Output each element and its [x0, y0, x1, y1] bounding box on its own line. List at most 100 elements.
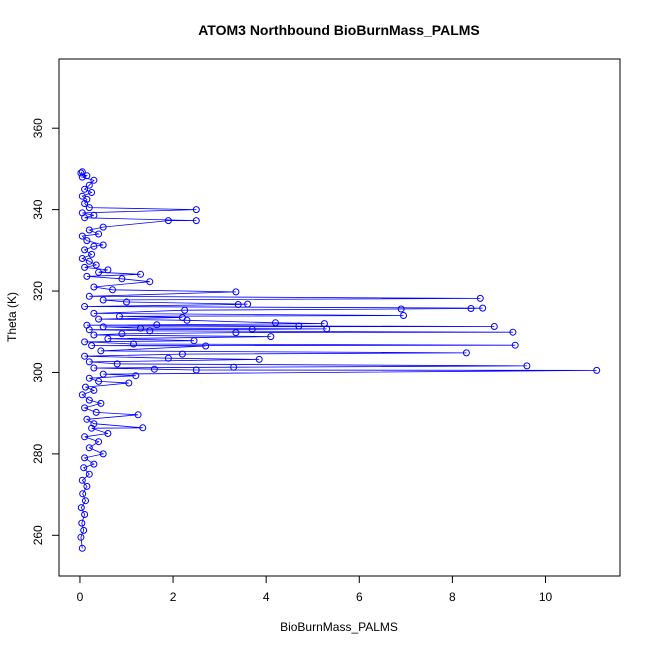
- data-point: [400, 312, 407, 319]
- data-point: [99, 241, 107, 249]
- data-point: [99, 450, 107, 458]
- data-point: [132, 372, 140, 380]
- data-point: [139, 424, 147, 432]
- data-point: [99, 223, 107, 231]
- data-point: [81, 263, 89, 271]
- x-axis-label: BioBurnMass_PALMS: [280, 620, 398, 634]
- data-point: [90, 331, 98, 339]
- data-point: [467, 305, 475, 312]
- data-point: [295, 322, 303, 330]
- y-tick-label: 300: [31, 362, 45, 382]
- data-point: [116, 312, 123, 320]
- x-tick-label: 6: [356, 590, 363, 604]
- data-point: [104, 430, 112, 437]
- data-point: [104, 335, 112, 343]
- data-point: [230, 363, 238, 371]
- data-point: [90, 211, 98, 219]
- data-point: [83, 321, 91, 329]
- data-point: [192, 206, 200, 214]
- data-point: [95, 377, 103, 385]
- data-point: [153, 321, 161, 329]
- data-point: [85, 358, 93, 366]
- y-tick-label: 260: [31, 525, 45, 545]
- data-point: [511, 341, 519, 349]
- data-point: [118, 330, 126, 338]
- data-point: [134, 411, 142, 419]
- plot-frame: [58, 58, 621, 577]
- data-point: [95, 315, 103, 323]
- data-point: [80, 526, 88, 534]
- data-point: [523, 362, 531, 370]
- data-point: [178, 314, 186, 321]
- data-point: [123, 298, 130, 306]
- data-point: [125, 379, 133, 387]
- data-point: [88, 342, 96, 350]
- data-point: [85, 181, 93, 189]
- y-tick-label: 340: [31, 199, 45, 219]
- data-point: [77, 169, 85, 177]
- data-point: [85, 226, 93, 234]
- data-point: [78, 519, 86, 527]
- series-line: [80, 171, 597, 549]
- data-point: [81, 246, 89, 254]
- data-point: [77, 504, 85, 512]
- data-point: [85, 204, 93, 212]
- data-point: [95, 268, 103, 276]
- data-point: [99, 370, 107, 378]
- y-axis: 260 280 300 320 340 360: [31, 118, 60, 545]
- data-point: [109, 286, 116, 294]
- data-point: [78, 391, 86, 399]
- data-point: [272, 319, 279, 327]
- data-point: [82, 497, 89, 505]
- series-lines: [80, 171, 597, 549]
- data-point: [490, 323, 498, 330]
- data-point: [137, 270, 144, 278]
- data-point: [90, 242, 98, 250]
- data-point: [88, 250, 96, 258]
- data-point: [244, 300, 252, 308]
- data-point: [81, 185, 89, 193]
- data-point: [192, 217, 200, 225]
- data-point: [462, 349, 470, 357]
- chart-title: ATOM3 Northbound BioBurnMass_PALMS: [198, 22, 480, 38]
- data-point: [85, 470, 93, 478]
- data-point: [397, 305, 405, 313]
- data-point: [78, 232, 86, 240]
- data-point: [95, 230, 103, 238]
- data-point: [83, 482, 91, 490]
- data-point: [78, 544, 86, 552]
- data-point: [90, 420, 98, 428]
- y-tick-label: 280: [31, 444, 45, 464]
- data-point: [92, 408, 100, 416]
- data-point: [81, 511, 89, 518]
- data-point: [80, 464, 88, 472]
- data-point: [78, 173, 86, 181]
- y-tick-label: 360: [31, 118, 45, 138]
- x-tick-label: 0: [77, 590, 84, 604]
- data-point: [83, 415, 91, 423]
- data-point: [90, 283, 98, 291]
- data-point: [99, 296, 107, 304]
- data-point: [95, 438, 103, 446]
- x-tick-label: 10: [539, 590, 553, 604]
- data-point: [178, 350, 186, 358]
- data-point: [92, 261, 100, 269]
- data-point: [78, 476, 86, 484]
- data-point: [99, 323, 107, 331]
- data-point: [78, 255, 86, 262]
- data-point: [81, 454, 89, 462]
- data-point: [104, 266, 112, 274]
- data-point: [248, 325, 256, 333]
- data-point: [232, 288, 240, 296]
- data-point: [234, 301, 242, 308]
- data-point: [81, 404, 89, 412]
- data-point: [232, 329, 240, 337]
- x-tick-label: 2: [170, 590, 177, 604]
- data-point: [79, 490, 87, 498]
- data-point: [164, 217, 172, 225]
- data-point: [81, 200, 89, 207]
- data-point: [509, 328, 517, 336]
- data-point: [267, 333, 275, 341]
- data-point: [255, 355, 263, 363]
